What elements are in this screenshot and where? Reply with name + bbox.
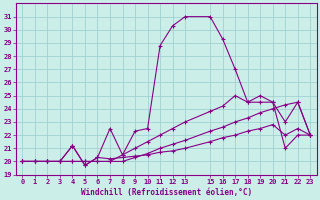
- X-axis label: Windchill (Refroidissement éolien,°C): Windchill (Refroidissement éolien,°C): [81, 188, 252, 197]
